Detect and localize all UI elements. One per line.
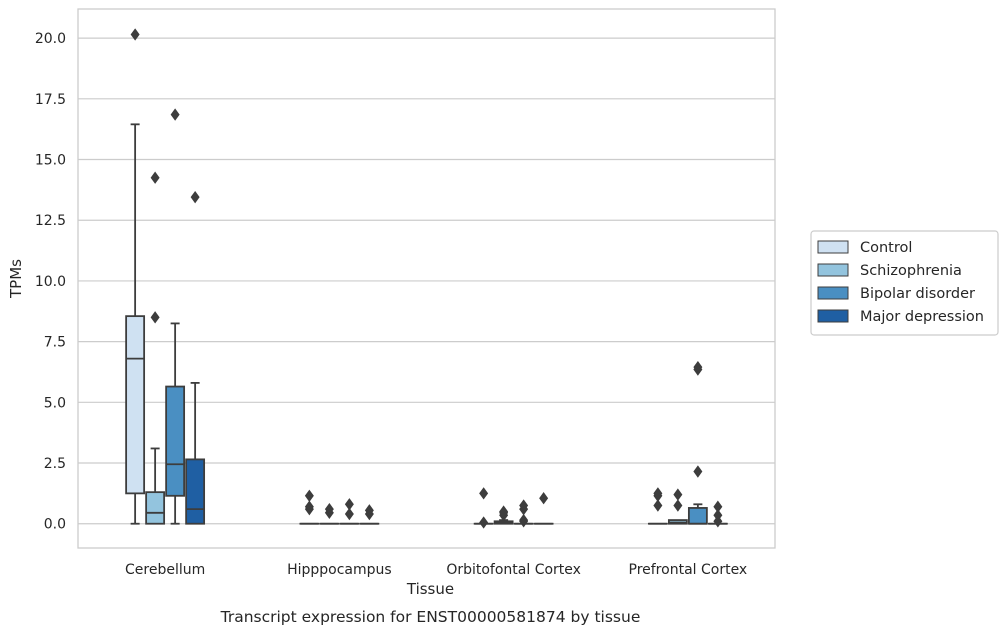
box-bipolar-disorder — [687, 360, 708, 525]
box-control — [299, 489, 320, 525]
x-tick-label: Orbitofontal Cortex — [446, 562, 581, 578]
box-body — [125, 315, 146, 495]
outlier-point — [713, 500, 723, 513]
outlier-point — [519, 499, 529, 512]
x-axis-label: Tissue — [406, 580, 454, 598]
box-body — [145, 491, 166, 525]
y-tick-label: 12.5 — [35, 213, 66, 229]
outlier-point — [344, 507, 354, 521]
box-control — [473, 487, 494, 529]
outlier-point — [170, 108, 180, 121]
x-axis-ticks: Cerebellum Hipppocampus Orbitofontal Corte… — [125, 562, 747, 578]
x-tick-label: Cerebellum — [125, 562, 205, 578]
y-tick-label: 7.5 — [44, 335, 66, 351]
outlier-point — [190, 190, 200, 204]
y-tick-label: 10.0 — [35, 274, 66, 290]
plot-frame — [77, 8, 776, 549]
outlier-point — [304, 500, 314, 513]
outlier-point — [539, 492, 549, 505]
outlier-point — [519, 513, 529, 527]
box-major-depression — [707, 500, 728, 528]
chart-caption: Transcript expression for ENST0000058187… — [220, 608, 641, 626]
legend-swatch — [817, 240, 849, 254]
legend-swatch — [817, 286, 849, 300]
box-control — [647, 487, 668, 525]
box-bipolar-disorder — [513, 499, 534, 528]
outlier-point — [344, 498, 354, 511]
y-tick-label: 0.0 — [44, 517, 66, 533]
box-schizophrenia — [145, 171, 166, 525]
y-tick-label: 15.0 — [35, 153, 66, 169]
box-major-depression — [185, 190, 206, 525]
legend-swatch — [817, 309, 849, 323]
legend-item: Major depression — [817, 309, 984, 325]
outlier-point — [673, 499, 683, 512]
legend-label: Bipolar disorder — [860, 286, 975, 302]
y-tick-label: 20.0 — [35, 31, 66, 47]
box-bipolar-disorder — [339, 498, 360, 525]
legend-swatch — [817, 263, 849, 277]
outlier-point — [364, 504, 374, 517]
legend-item: Schizophrenia — [817, 263, 962, 279]
legend: Control Schizophrenia Bipolar disorder Majo… — [810, 230, 999, 336]
legend-item: Bipolar disorder — [817, 286, 975, 302]
outlier-point — [693, 360, 703, 374]
y-axis-ticks: 0.0 2.5 5.0 7.5 10.0 12.5 15.0 17.5 20.0 — [35, 31, 66, 533]
outlier-point — [673, 488, 683, 501]
legend-item: Control — [817, 240, 912, 256]
box-bipolar-disorder — [165, 108, 186, 525]
box-series — [125, 28, 728, 529]
legend-label: Schizophrenia — [860, 263, 962, 279]
legend-label: Major depression — [860, 309, 984, 325]
y-tick-label: 2.5 — [44, 456, 66, 472]
outlier-point — [479, 487, 489, 500]
outlier-point — [130, 28, 140, 41]
outlier-point — [479, 516, 489, 529]
outlier-point — [304, 489, 314, 502]
outlier-point — [499, 505, 509, 518]
y-tick-label: 17.5 — [35, 92, 66, 108]
outlier-point — [324, 502, 334, 516]
legend-frame — [810, 230, 999, 336]
box-schizophrenia — [319, 502, 340, 525]
box-schizophrenia — [493, 505, 514, 525]
box-control — [125, 28, 146, 525]
outlier-point — [653, 499, 663, 512]
box-body — [687, 507, 708, 525]
y-axis-label: TPMs — [7, 259, 25, 299]
x-tick-label: Hipppocampus — [287, 562, 392, 578]
box-body — [185, 458, 206, 525]
box-major-depression — [359, 504, 380, 525]
y-tick-label: 5.0 — [44, 395, 66, 411]
box-body — [165, 385, 186, 497]
outlier-point — [653, 487, 663, 500]
x-tick-label: Prefrontal Cortex — [629, 562, 748, 578]
box-schizophrenia — [667, 488, 688, 525]
outlier-point — [150, 171, 160, 184]
box-major-depression — [533, 492, 554, 525]
outlier-point — [693, 465, 703, 478]
outlier-point — [150, 311, 160, 324]
outlier-point — [713, 509, 723, 522]
legend-label: Control — [860, 240, 912, 256]
